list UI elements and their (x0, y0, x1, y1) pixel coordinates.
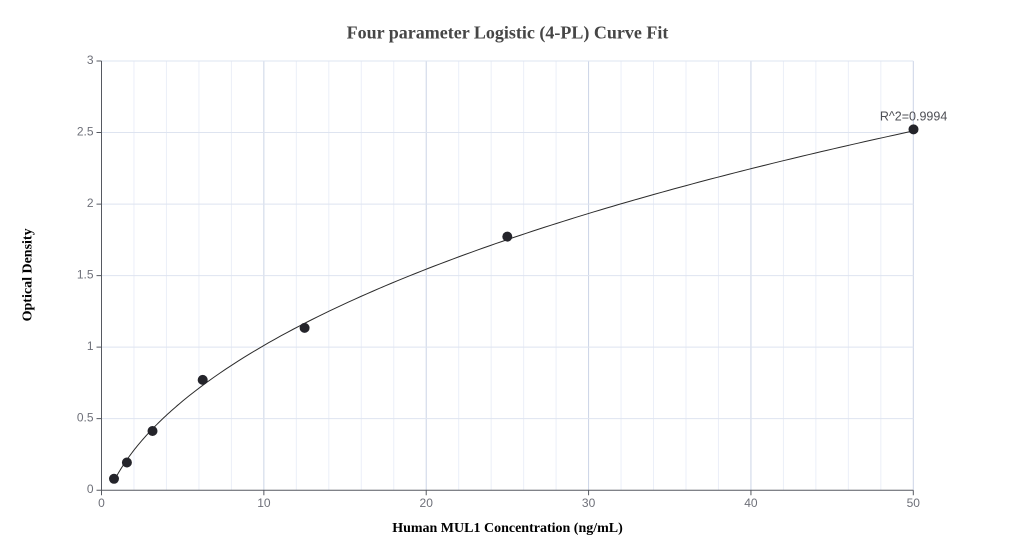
svg-text:R^2=0.9994: R^2=0.9994 (880, 109, 947, 123)
svg-text:0.5: 0.5 (77, 411, 94, 425)
svg-text:30: 30 (582, 496, 596, 510)
svg-text:10: 10 (257, 496, 271, 510)
svg-text:50: 50 (907, 496, 921, 510)
svg-text:20: 20 (420, 496, 434, 510)
svg-text:3: 3 (87, 53, 94, 67)
svg-text:Human MUL1 Concentration (ng/m: Human MUL1 Concentration (ng/mL) (392, 521, 623, 536)
svg-text:1.5: 1.5 (77, 268, 94, 282)
svg-text:Optical Density: Optical Density (21, 228, 36, 321)
svg-text:2.5: 2.5 (77, 124, 94, 138)
svg-text:2: 2 (87, 196, 94, 210)
svg-text:Four parameter Logistic (4-PL): Four parameter Logistic (4-PL) Curve Fit (347, 22, 669, 43)
svg-text:0: 0 (98, 496, 105, 510)
svg-text:1: 1 (87, 339, 94, 353)
svg-text:0: 0 (87, 482, 94, 496)
svg-text:40: 40 (744, 496, 758, 510)
